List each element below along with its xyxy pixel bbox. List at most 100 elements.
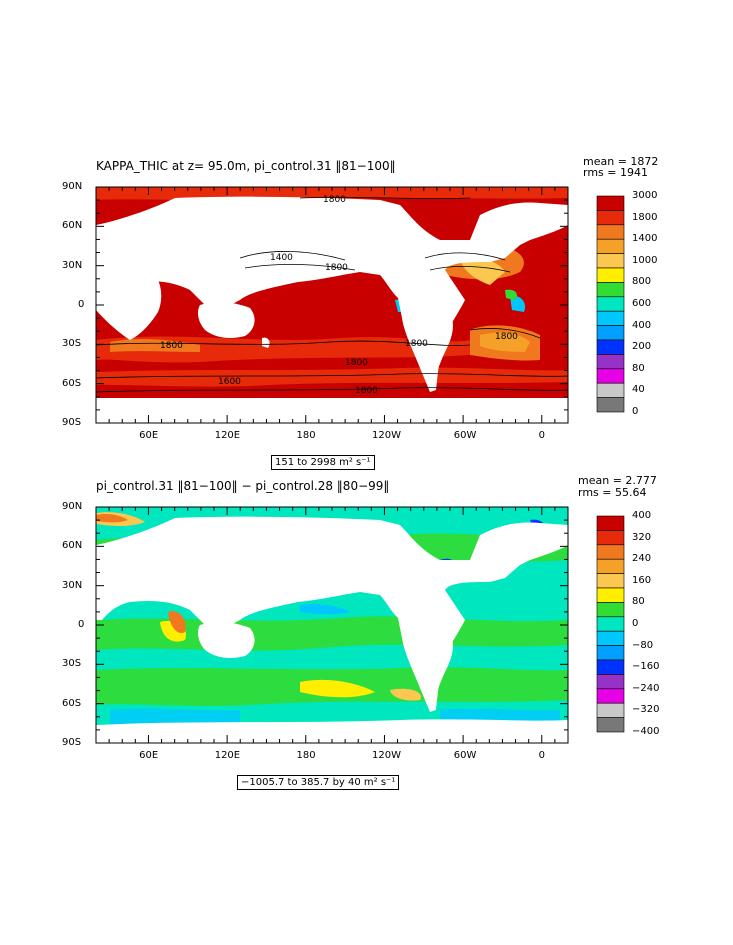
axis-ticks-bottom — [96, 506, 568, 744]
colorbar-label: 800 — [632, 276, 652, 288]
contour-label: 1600 — [218, 377, 241, 387]
panel-top-range: 151 to 2998 m² s⁻¹ — [271, 455, 375, 470]
colorbar-bottom — [596, 515, 625, 733]
colorbar-swatch — [596, 224, 625, 240]
lat-tick-label: 60S — [62, 697, 82, 709]
colorbar-label: 240 — [632, 553, 652, 565]
land-australia-bottom — [197, 622, 255, 658]
colorbar-swatch — [596, 382, 625, 398]
colorbar-label: −400 — [632, 726, 660, 737]
land-samerica-bottom — [416, 614, 453, 706]
patch-indian-s-top — [110, 338, 200, 352]
lat-tick-label: 60S — [62, 377, 82, 389]
contour-label: 1800 — [405, 339, 428, 349]
lon-tick-label: 60W — [453, 430, 477, 441]
colorbar-swatch — [596, 325, 625, 341]
lat-tick-label: 60N — [62, 220, 83, 232]
colorbar-swatch — [596, 282, 625, 298]
colorbar-swatch — [596, 397, 625, 413]
lon-tick-label: 0 — [538, 430, 546, 441]
colorbar-label: 3000 — [632, 190, 658, 201]
lon-tick-label: 60E — [139, 430, 159, 441]
colorbar-swatch — [596, 210, 625, 226]
lon-tick-label: 60W — [453, 750, 477, 761]
colorbar-label: 400 — [632, 319, 652, 331]
colorbar-label: 80 — [632, 596, 645, 608]
contour-label: 1800 — [323, 195, 346, 205]
colorbar-label: 400 — [632, 510, 652, 521]
land-eurasia-top — [96, 196, 568, 392]
land-eurasia-bottom — [96, 516, 568, 712]
lat-tick-label: 30N — [62, 259, 83, 271]
colorbar-swatch — [596, 573, 625, 589]
colorbar-label: 0 — [632, 406, 639, 417]
colorbar-swatch — [596, 354, 625, 370]
lat-tick-label: 90S — [62, 417, 82, 428]
colorbar-swatch — [596, 616, 625, 632]
colorbar-label: 80 — [632, 362, 645, 374]
colorbar-swatch — [596, 530, 625, 546]
axis-ticks-top — [96, 186, 568, 424]
lat-tick-label: 90N — [62, 501, 83, 512]
colorbar-label: −160 — [632, 661, 660, 673]
panel-bottom-rms: rms = 55.64 — [578, 486, 647, 499]
land-antarctica-top — [96, 399, 568, 423]
colorbar-label: 0 — [632, 618, 639, 629]
panel-top-rms: rms = 1941 — [583, 166, 648, 179]
colorbar-swatch — [596, 702, 625, 718]
lat-tick-label: 30S — [62, 338, 82, 350]
colorbar-swatch — [596, 195, 625, 211]
lat-tick-label: 60N — [62, 540, 83, 552]
contour-label: 1800 — [355, 386, 378, 396]
contour-label: 1800 — [160, 341, 183, 351]
colorbar-swatch — [596, 630, 625, 646]
lon-tick-label: 120E — [214, 750, 241, 761]
lon-tick-label: 60E — [139, 750, 159, 761]
panel-top-mean: mean = 1872 — [583, 155, 659, 168]
land-antarctica-bottom — [96, 719, 568, 743]
lon-tick-label: 0 — [538, 750, 546, 761]
colorbar-swatch — [596, 544, 625, 560]
colorbar-top — [596, 195, 625, 413]
colorbar-swatch — [596, 339, 625, 355]
lon-tick-label: 120W — [372, 430, 402, 441]
colorbar-label: 600 — [632, 298, 652, 309]
panel-bottom-mean: mean = 2.777 — [578, 474, 657, 487]
lat-tick-label: 0 — [78, 299, 85, 310]
colorbar-swatch — [596, 674, 625, 690]
colorbar-label: 200 — [632, 341, 652, 353]
colorbar-swatch — [596, 267, 625, 283]
colorbar-swatch — [596, 296, 625, 312]
colorbar-swatch — [596, 515, 625, 531]
lat-tick-label: 30S — [62, 658, 82, 670]
colorbar-label: −80 — [632, 639, 654, 651]
land-africa-top — [96, 250, 162, 340]
colorbar-swatch — [596, 645, 625, 661]
lon-tick-label: 180 — [296, 750, 316, 761]
colorbar-label: −320 — [632, 704, 660, 716]
lat-tick-label: 30N — [62, 579, 83, 591]
colorbar-swatch — [596, 310, 625, 326]
colorbar-label: 160 — [632, 574, 652, 586]
contour-label: 1800 — [345, 358, 368, 368]
land-australia-top — [197, 302, 255, 338]
colorbar-swatch — [596, 602, 625, 618]
colorbar-swatch — [596, 587, 625, 603]
panel-bottom-title: pi_control.31 ‖81−100‖ − pi_control.28 ‖… — [96, 479, 390, 493]
lon-tick-label: 120W — [372, 750, 402, 761]
band-acc-top — [96, 367, 568, 387]
map-bottom — [96, 507, 568, 743]
colorbar-swatch — [596, 717, 625, 733]
band-southern-top — [96, 336, 470, 363]
lat-tick-label: 90N — [62, 181, 83, 192]
land-samerica-top — [416, 294, 453, 386]
colorbar-swatch — [596, 238, 625, 254]
colorbar-label: −240 — [632, 682, 660, 694]
contour-label: 1800 — [495, 332, 518, 342]
contour-labels-top: 1800 1400 1800 1800 1800 1800 1800 1800 … — [160, 195, 518, 396]
lon-tick-label: 120E — [214, 430, 241, 441]
colorbar-swatch — [596, 253, 625, 269]
colorbar-swatch — [596, 688, 625, 704]
map-top — [96, 187, 568, 423]
colorbar-label: 1800 — [632, 211, 658, 223]
